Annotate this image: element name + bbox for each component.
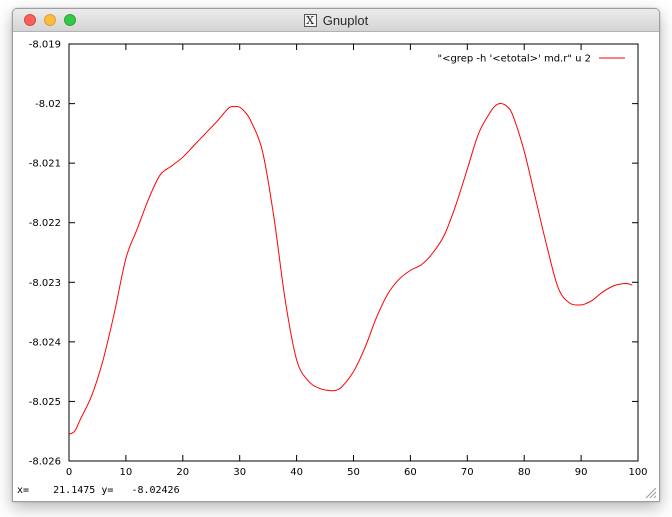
- y-tick-label: -8.022: [29, 218, 61, 229]
- title-group: X Gnuplot: [13, 9, 659, 31]
- x-tick-label: 50: [347, 467, 360, 478]
- plot-border: [68, 43, 639, 462]
- y-tick-label: -8.021: [29, 159, 61, 170]
- x-tick-label: 80: [518, 467, 531, 478]
- x-tick-label: 30: [233, 467, 246, 478]
- status-y-label: y=: [101, 485, 114, 496]
- close-button[interactable]: [24, 14, 36, 26]
- series-line: [68, 103, 633, 435]
- y-tick-label: -8.02: [35, 99, 61, 110]
- x11-icon: X: [303, 13, 317, 27]
- gnuplot-window: X Gnuplot -8.019 -8.02 -8.021 -8.022 -8.023-…: [12, 8, 660, 502]
- title-bar[interactable]: X Gnuplot: [13, 9, 659, 32]
- y-tick-label: -8.019: [29, 40, 61, 51]
- y-tick-label: -8.024: [29, 337, 61, 348]
- x-tick-label: 20: [176, 467, 189, 478]
- y-tick-label: -8.026: [29, 457, 61, 468]
- y-tick-label: -8.025: [29, 397, 61, 408]
- y-tick-label: -8.023: [29, 278, 61, 289]
- x-tick-label: 60: [404, 467, 417, 478]
- x-tick-label: 0: [66, 467, 72, 478]
- x-tick-label: 70: [461, 467, 474, 478]
- status-x-value: 21.1475: [53, 485, 96, 496]
- status-bar: x= 21.1475 y= -8.02426: [17, 485, 180, 496]
- minimize-button[interactable]: [44, 14, 56, 26]
- x-tick-label: 10: [120, 467, 133, 478]
- legend-label: "<grep -h '<etotal>' md.r" u 2: [437, 54, 591, 65]
- x-tick-label: 100: [628, 467, 647, 478]
- status-x-label: x=: [17, 485, 30, 496]
- window-title: Gnuplot: [322, 12, 369, 28]
- x-tick-label: 40: [290, 467, 303, 478]
- zoom-button[interactable]: [64, 14, 76, 26]
- status-y-value: -8.02426: [131, 485, 180, 496]
- plot-canvas[interactable]: -8.019 -8.02 -8.021 -8.022 -8.023 -8.024 -8.02…: [13, 32, 659, 484]
- resize-grip-icon[interactable]: [645, 487, 657, 499]
- x-tick-label: 90: [575, 467, 588, 478]
